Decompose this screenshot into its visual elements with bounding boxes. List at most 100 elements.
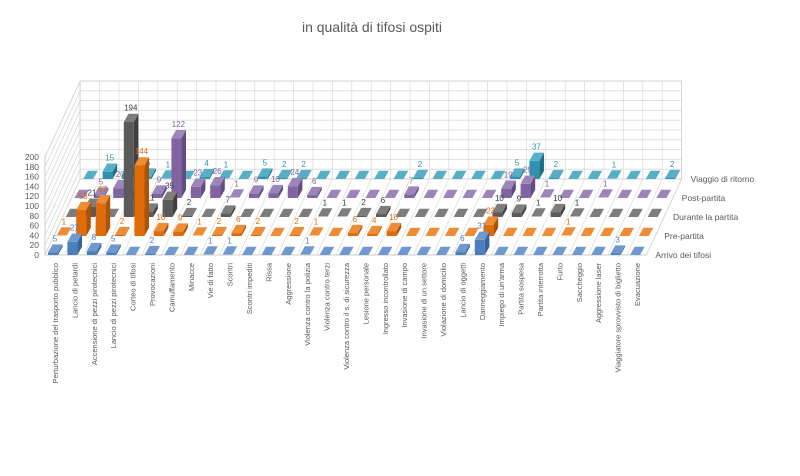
bar-s1-c7[interactable]: 1 (192, 217, 208, 236)
bar-s0-c16[interactable] (358, 246, 373, 255)
bar-s3-c16[interactable] (384, 189, 400, 198)
bar-s0-c29[interactable]: 3 (610, 235, 626, 255)
bar-s4-c14[interactable] (354, 170, 370, 179)
bar-s2-c14[interactable]: 1 (337, 198, 352, 217)
bar-s0-c19[interactable] (416, 246, 432, 255)
bar-s4-c21[interactable] (490, 170, 506, 179)
bar-s4-c0[interactable] (83, 170, 98, 179)
category-label[interactable]: Lancio di petardi (70, 263, 79, 318)
series-label-3[interactable]: Post-partita (682, 193, 726, 203)
category-label[interactable]: Invasione di campo (400, 263, 409, 328)
category-label[interactable]: Violenza contro terzi (323, 263, 332, 331)
bar-s3-c10[interactable]: 10 (268, 175, 283, 198)
bar-s4-c7[interactable]: 1 (219, 160, 234, 179)
bar-s3-c0[interactable] (74, 189, 89, 198)
category-label[interactable]: Accensione di pezzi pirotecnici (90, 263, 99, 365)
category-label[interactable]: Camuffamento (167, 263, 176, 312)
bar-s1-c15[interactable]: 6 (347, 215, 363, 236)
bar-s0-c9[interactable]: 1 (222, 236, 238, 255)
series-label-4[interactable]: Viaggio di ritorno (691, 174, 755, 184)
bar-s4-c17[interactable]: 2 (413, 160, 428, 179)
bar-s0-c8[interactable]: 1 (203, 236, 218, 255)
bar-s3-c18[interactable] (423, 189, 439, 198)
bar-s0-c15[interactable] (339, 246, 354, 255)
bar-s2-c26[interactable]: 1 (570, 198, 585, 217)
bar-s0-c22[interactable]: 31 (474, 222, 490, 255)
bar-s2-c8[interactable]: 7 (220, 195, 236, 217)
bar-s1-c3[interactable]: 2 (115, 217, 130, 236)
category-label[interactable]: Scontri impediti (245, 263, 254, 315)
bar-s0-c11[interactable] (261, 246, 276, 255)
bar-s1-c8[interactable]: 2 (212, 217, 227, 236)
bar-s0-c10[interactable] (242, 246, 257, 255)
bar-s0-c14[interactable] (319, 246, 335, 255)
bar-s4-c20[interactable] (471, 170, 486, 179)
bar-s2-c10[interactable] (259, 208, 275, 217)
bar-s2-c5[interactable]: 35 (162, 182, 178, 217)
bar-s1-c9[interactable]: 6 (231, 215, 246, 236)
category-label[interactable]: Lesione personale (361, 263, 370, 324)
bar-s0-c12[interactable] (280, 246, 296, 255)
bar-s0-c17[interactable] (377, 246, 393, 255)
bar-s2-c7[interactable] (201, 208, 216, 217)
bar-s2-c13[interactable]: 1 (317, 198, 333, 217)
bar-s1-c11[interactable] (270, 227, 285, 236)
bar-s4-c8[interactable] (238, 170, 253, 179)
bar-s4-c28[interactable] (626, 170, 641, 179)
category-label[interactable]: Viaggiatore sprovvisto di biglietto (614, 263, 623, 373)
bar-s1-c25[interactable] (541, 227, 557, 236)
bar-s2-c27[interactable] (589, 208, 604, 217)
bar-s4-c29[interactable] (645, 170, 661, 179)
bar-s2-c15[interactable]: 2 (356, 198, 372, 217)
bar-s3-c29[interactable] (637, 189, 652, 198)
bar-s4-c16[interactable] (393, 170, 409, 179)
bar-s3-c4[interactable]: 9 (152, 175, 167, 198)
bar-s4-c12[interactable] (316, 170, 331, 179)
bar-s0-c24[interactable] (513, 246, 529, 255)
category-label[interactable]: Invasione di un settore (420, 263, 429, 338)
category-label[interactable]: Impiego di un'arma (497, 262, 506, 326)
bar-s4-c25[interactable] (568, 170, 583, 179)
category-label[interactable]: Perturbazione del trasporto pubblico (51, 263, 60, 384)
bar-s0-c2[interactable]: 8 (86, 233, 102, 255)
bar-s1-c12[interactable]: 2 (289, 217, 305, 236)
category-label[interactable]: Violenza contro la polizia (303, 262, 312, 346)
bar-s2-c25[interactable]: 10 (550, 194, 566, 217)
bar-s0-c25[interactable] (533, 246, 548, 255)
bar-s3-c30[interactable] (656, 189, 671, 198)
bar-s3-c17[interactable]: 7 (404, 176, 419, 198)
category-label[interactable]: Lancio di pezzi pirotecnici (109, 263, 118, 349)
bar-s0-c7[interactable] (183, 246, 199, 255)
bar-s2-c30[interactable] (647, 208, 663, 217)
category-label[interactable]: Minacce (187, 263, 196, 291)
bar-s2-c21[interactable] (473, 208, 488, 217)
bar-s3-c27[interactable]: 1 (598, 179, 613, 198)
category-label[interactable]: Aggressione laser (594, 263, 603, 324)
bar-s1-c16[interactable]: 4 (367, 216, 382, 236)
category-label[interactable]: Corteo di tifosi (129, 263, 138, 311)
bar-s1-c28[interactable] (600, 227, 615, 236)
bar-s4-c10[interactable]: 2 (277, 160, 292, 179)
bar-s4-c24[interactable]: 2 (548, 160, 564, 179)
bar-s3-c11[interactable]: 24 (287, 168, 303, 198)
bar-s1-c27[interactable] (580, 227, 596, 236)
bar-s4-c26[interactable] (587, 170, 603, 179)
bar-s3-c20[interactable] (462, 189, 477, 198)
bar-s2-c17[interactable] (395, 208, 410, 217)
bar-s1-c19[interactable] (425, 227, 440, 236)
bar-s0-c6[interactable] (164, 246, 179, 255)
bar-s4-c15[interactable] (374, 170, 389, 179)
category-label[interactable]: Rissa (264, 262, 273, 282)
bar-s4-c22[interactable]: 5 (510, 158, 525, 179)
bar-s3-c28[interactable] (617, 189, 633, 198)
category-label[interactable]: Violazione di domicilio (439, 263, 448, 337)
bar-s3-c14[interactable] (346, 189, 361, 198)
bar-s0-c4[interactable] (125, 246, 141, 255)
bar-s1-c6[interactable]: 9 (173, 213, 188, 236)
bar-s0-c13[interactable]: 1 (300, 236, 315, 255)
bar-s2-c16[interactable]: 6 (376, 196, 391, 217)
bar-s4-c30[interactable]: 2 (665, 160, 680, 179)
bar-s4-c9[interactable]: 5 (257, 158, 273, 179)
bar-s0-c3[interactable]: 5 (106, 234, 121, 255)
bar-s1-c10[interactable]: 2 (250, 217, 266, 236)
